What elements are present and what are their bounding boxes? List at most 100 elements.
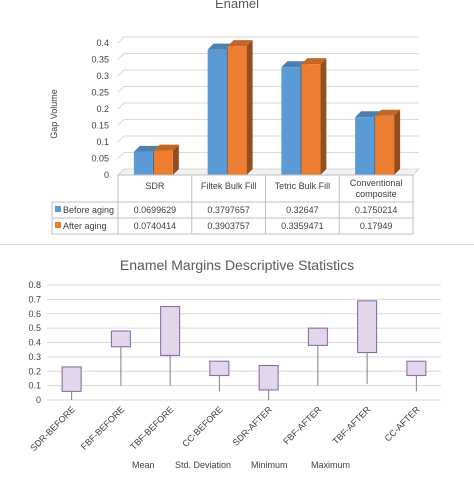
bar	[301, 58, 327, 175]
bar-top	[153, 144, 179, 151]
bar-front	[133, 151, 153, 175]
box	[61, 366, 82, 400]
bar-front	[281, 67, 301, 175]
y-tick-label: 0.25	[91, 88, 109, 98]
gridline	[117, 168, 125, 176]
gridline	[117, 135, 125, 143]
legend-swatch	[55, 222, 61, 228]
category-label: Filtek Bulk Fill	[201, 181, 257, 191]
legend-swatch	[55, 206, 61, 212]
y-axis-ticks: 0 0.1 0.2 0.3 0.4 0.5 0.6 0.7 0.8	[28, 280, 41, 405]
legend-item-minimum: Minimum	[251, 460, 288, 470]
y-tick-label: 0.35	[91, 55, 109, 65]
table-value: 0.3797657	[207, 205, 250, 215]
y-tick-label: 0.7	[28, 294, 41, 304]
y-tick-label: 0.4	[96, 38, 109, 48]
bar-top	[207, 43, 233, 50]
y-tick-label: 0	[104, 170, 109, 180]
table-value: 0.0740414	[134, 221, 177, 231]
y-tick-label: 0.1	[96, 137, 109, 147]
category-label: composite	[356, 189, 397, 199]
bar-front	[375, 115, 395, 175]
box-chart-panel: Enamel Margins Descriptive Statistics 0 0…	[0, 244, 474, 475]
bar-top	[133, 145, 159, 152]
y-axis-ticks: 0 0.05 0.1 0.15 0.2 0.25 0.3 0.35 0.4	[91, 38, 109, 180]
x-tick-label: SDR-BEFORE	[28, 404, 77, 453]
y-tick-label: 0.1	[28, 381, 41, 391]
gridline	[117, 36, 125, 44]
bar-side	[394, 109, 401, 175]
bar-side	[320, 58, 327, 175]
bar-top	[301, 58, 327, 65]
bar-front	[301, 64, 321, 175]
bar	[153, 144, 179, 175]
x-tick-label: FBF-AFTER	[281, 404, 323, 446]
bar	[375, 109, 401, 175]
x-tick-label: FBF-BEFORE	[79, 404, 126, 451]
x-axis-ticks: SDR-BEFORE FBF-BEFORE TBF-BEFORE CC-BEFORE S…	[28, 404, 422, 453]
box	[258, 365, 279, 400]
x-tick-label: CC-AFTER	[383, 404, 423, 444]
y-tick-label: 0.2	[96, 104, 109, 114]
y-tick-label: 0.3	[96, 71, 109, 81]
bar-front	[227, 46, 247, 175]
box	[209, 360, 230, 392]
bar-top	[281, 61, 307, 68]
gridline	[117, 152, 125, 159]
table-value: 0.1750214	[355, 205, 398, 215]
bar-front	[355, 117, 375, 175]
bar-top	[375, 109, 401, 116]
y-tick-label: 0.5	[28, 323, 41, 333]
box	[110, 330, 131, 386]
box	[357, 300, 378, 385]
box	[160, 306, 181, 386]
gridline	[117, 102, 125, 110]
gridline	[117, 69, 125, 77]
legend-item-std-deviation: Std. Deviation	[175, 460, 232, 470]
gridline	[117, 86, 125, 93]
box-body	[160, 306, 181, 356]
legend-item-mean: Mean	[132, 460, 155, 470]
boxes	[61, 300, 427, 400]
box-body	[307, 327, 328, 346]
gridlines	[47, 284, 441, 401]
y-tick-label: 0.8	[28, 280, 41, 290]
x-tick-label: CC-BEFORE	[180, 404, 225, 449]
bar-top	[227, 40, 253, 47]
y-tick-label: 0	[36, 395, 41, 405]
bar-front	[153, 150, 173, 175]
box-body	[357, 300, 378, 354]
table-value: 0.3903757	[207, 221, 250, 231]
enamel-bar-chart: Enamel Gap Volume 0 0.05 0.1 0.15 0.2 0.25 0.3…	[49, 0, 421, 235]
bar-side	[246, 40, 253, 175]
y-tick-label: 0.2	[28, 366, 41, 376]
chart-title: Enamel	[215, 0, 259, 11]
table-value: 0.32647	[286, 205, 319, 215]
y-axis-label: Gap Volume	[49, 89, 59, 139]
category-label: Conventional	[350, 178, 403, 188]
chart-title: Enamel Margins Descriptive Statistics	[120, 257, 354, 273]
bars	[133, 40, 401, 175]
y-tick-label: 0.6	[28, 309, 41, 319]
bar-side	[172, 144, 179, 175]
table-value: 0.0699629	[134, 205, 177, 215]
table-value: 0.3359471	[281, 221, 324, 231]
gridline	[117, 53, 125, 60]
y-tick-label: 0.15	[91, 121, 109, 131]
box-body	[406, 360, 427, 377]
box-body	[110, 330, 131, 348]
table-value: 0.17949	[360, 221, 393, 231]
y-tick-label: 0.3	[28, 352, 41, 362]
series-label: After aging	[63, 221, 107, 231]
x-tick-label: TBF-BEFORE	[128, 404, 175, 451]
x-tick-label: SDR-AFTER	[231, 404, 275, 448]
gridline	[117, 119, 125, 126]
legend-item-maximum: Maximum	[311, 460, 351, 470]
bar	[227, 40, 253, 175]
bar-front	[207, 49, 227, 175]
box-body	[209, 360, 230, 377]
bar-top	[355, 111, 381, 118]
box-body	[258, 365, 279, 391]
category-label: SDR	[145, 181, 165, 191]
box	[307, 327, 328, 386]
